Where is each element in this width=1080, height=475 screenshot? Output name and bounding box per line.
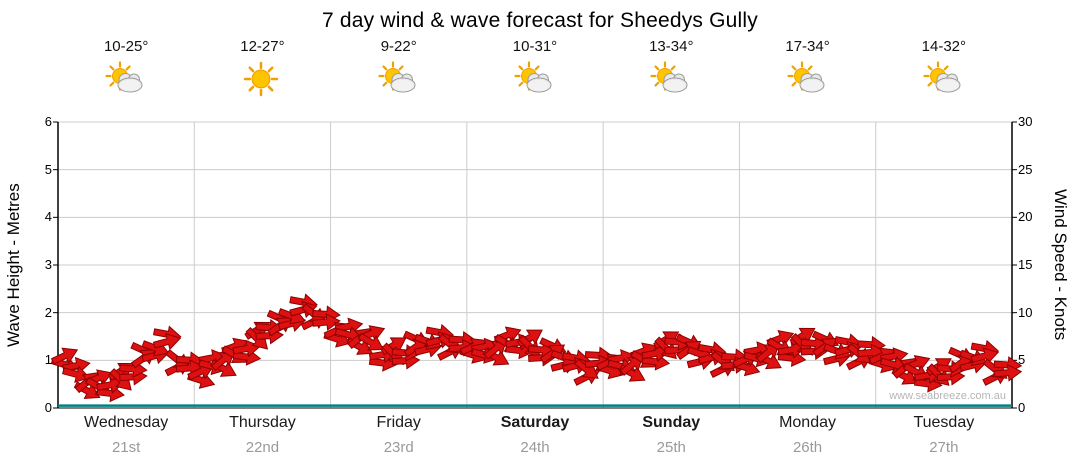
day-date: 26th — [792, 439, 823, 456]
day-name: Thursday — [229, 414, 296, 431]
wind-axis-tick-label: 20 — [1018, 209, 1033, 225]
day-label: Tuesday 27th — [876, 414, 1012, 456]
sun-cloud-icon — [103, 60, 149, 98]
wave-axis-tick-label: 1 — [44, 352, 52, 368]
sun-cloud-icon — [921, 60, 967, 98]
wave-axis-tick-label: 0 — [44, 400, 52, 415]
watermark: www.seabreeze.com.au — [889, 390, 1006, 402]
day-header: 10-25° — [58, 38, 194, 98]
temperature-range-label: 17-34° — [785, 38, 830, 55]
sun-cloud-icon — [785, 60, 831, 98]
day-header: 9-22° — [331, 38, 467, 98]
day-name: Tuesday — [913, 414, 975, 431]
day-header: 17-34° — [739, 38, 875, 98]
wave-axis-tick-label: 5 — [44, 161, 52, 177]
wave-axis-tick-label: 4 — [44, 209, 52, 225]
temperature-range-label: 10-25° — [103, 38, 149, 55]
day-header: 14-32° — [876, 38, 1012, 98]
sun-cloud-icon — [512, 60, 558, 98]
day-label: Monday 26th — [739, 414, 875, 456]
wave-axis-tick-label: 6 — [44, 114, 52, 129]
wave-axis-tick-label: 2 — [44, 304, 52, 320]
wind-axis-tick-label: 15 — [1018, 257, 1033, 272]
day-label: Sunday 25th — [603, 414, 739, 456]
day-date: 21st — [111, 439, 141, 456]
wind-axis-tick-label: 25 — [1018, 161, 1033, 177]
temperature-range-label: 9-22° — [380, 38, 417, 55]
wind-axis-tick-label: 5 — [1018, 352, 1026, 368]
day-name: Saturday — [500, 414, 570, 431]
day-label: Thursday 22nd — [194, 414, 330, 456]
right-axis-title: Wind Speed - Knots — [1051, 189, 1070, 341]
day-date: 24th — [520, 439, 550, 456]
day-label: Wednesday 21st — [58, 414, 194, 456]
sun-cloud-icon — [376, 60, 422, 98]
day-name: Sunday — [642, 414, 701, 431]
wind-arrows-plot — [50, 121, 1023, 409]
sun-cloud-icon — [648, 60, 694, 98]
day-date: 22nd — [245, 439, 280, 456]
day-label: Friday 23rd — [331, 414, 467, 456]
sun-icon — [239, 60, 285, 98]
temperature-range-label: 13-34° — [649, 38, 694, 55]
page-title: 7 day wind & wave forecast for Sheedys G… — [321, 9, 758, 32]
day-header: 10-31° — [467, 38, 603, 98]
day-header: 13-34° — [603, 38, 739, 98]
temperature-range-label: 14-32° — [921, 38, 967, 55]
temperature-range-label: 12-27° — [240, 38, 285, 55]
day-header: 12-27° — [194, 38, 330, 98]
forecast-chart — [50, 121, 1023, 409]
wind-axis-tick-label: 30 — [1018, 114, 1033, 129]
day-name: Wednesday — [84, 414, 169, 431]
day-date: 25th — [656, 439, 686, 456]
day-header-row: 10-25° 12-27° 9-22° 10-31° 13-34° 17-34° 14-32… — [58, 38, 1012, 98]
temperature-range-label: 10-31° — [512, 38, 558, 55]
day-name: Friday — [376, 414, 421, 431]
wind-axis-tick-label: 10 — [1018, 304, 1033, 320]
wave-axis-tick-label: 3 — [44, 257, 52, 272]
day-label: Saturday 24th — [467, 414, 603, 456]
day-name: Monday — [779, 414, 836, 431]
day-date: 27th — [929, 439, 959, 456]
day-date: 23rd — [383, 439, 414, 456]
day-label-row: Wednesday 21st Thursday 22nd Friday 23rd Satur… — [58, 414, 1012, 456]
wind-axis-tick-label: 0 — [1018, 400, 1026, 415]
